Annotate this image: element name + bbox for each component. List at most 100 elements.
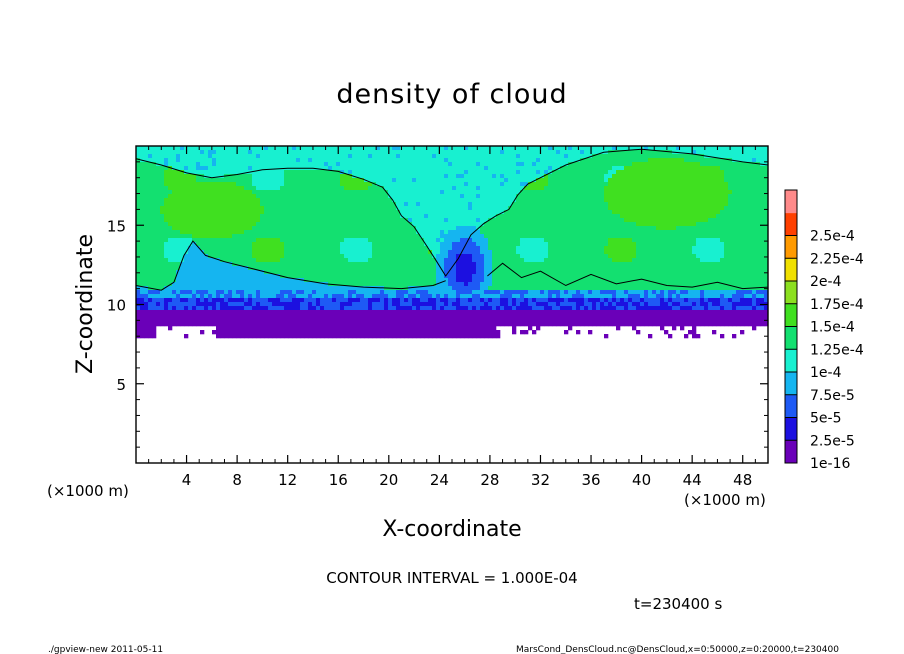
density-cell [188,310,193,327]
density-cell [444,146,449,151]
colorbar-label: 1.25e-4 [810,342,864,358]
density-cell [372,298,377,303]
density-cell [644,226,649,291]
density-cell [256,310,261,339]
density-cell [148,310,153,339]
density-cell [416,202,421,207]
density-cell [684,290,689,295]
density-cell [376,286,381,295]
density-cell [668,158,673,231]
density-cell [744,294,749,299]
density-cell [672,306,677,311]
density-cell [496,294,501,299]
density-cell [672,298,677,303]
density-cell [604,298,609,303]
density-cell [708,302,713,311]
density-cell [140,162,145,287]
density-cell [444,158,449,163]
density-cell [272,238,277,263]
density-cell [756,306,761,311]
density-cell [504,298,509,311]
density-cell [364,286,369,299]
density-cell [196,238,201,247]
density-cell [640,298,645,303]
density-cell [184,302,189,307]
density-cell [532,262,537,291]
density-cell [296,162,301,171]
density-cell [608,290,613,295]
density-cell [212,150,217,155]
density-cell [304,298,309,311]
density-cell [316,306,321,311]
density-cell [736,310,741,327]
density-cell [708,298,713,303]
density-cell [424,302,429,307]
density-cell [392,306,397,311]
density-cell [712,290,717,299]
density-cell [520,190,525,239]
density-cell [712,218,717,239]
density-cell [456,178,461,227]
density-cell [604,310,609,327]
density-cell [640,306,645,311]
density-cell [724,158,729,183]
density-cell [188,238,193,247]
density-cell [244,146,249,175]
density-cell [160,166,165,207]
density-cell [328,166,333,171]
density-cell [184,234,189,239]
density-cell [592,154,597,291]
density-cell [460,294,465,299]
colorbar-swatch [785,190,797,214]
density-cell [336,310,341,339]
density-cell [588,302,593,311]
density-cell [156,310,161,327]
density-cell [532,330,537,335]
density-cell [496,306,501,311]
density-cell [488,310,493,339]
density-cell [196,306,201,311]
density-cell [184,306,189,311]
density-cell [556,290,561,299]
density-cell [560,290,565,299]
density-cell [568,290,573,299]
density-cell [712,166,717,219]
density-cell [516,306,521,311]
density-cell [136,290,141,299]
density-cell [336,294,341,311]
colorbar-label: 2.25e-4 [810,251,864,267]
density-cell [700,262,705,291]
density-cell [528,146,533,183]
density-cell [636,226,641,291]
density-cell [648,290,653,299]
density-cell [748,306,753,311]
density-cell [612,302,617,307]
density-cell [560,310,565,327]
colorbar-swatch [785,440,797,464]
density-cell [604,246,609,255]
density-cell [412,178,417,183]
density-cell [184,310,189,327]
density-cell [324,166,329,171]
density-cell [636,294,641,303]
density-cell [760,166,765,291]
density-cell [740,310,745,327]
density-cell [456,146,461,175]
density-cell [564,298,569,307]
density-cell [520,182,525,187]
density-cell [188,294,193,299]
density-cell [384,294,389,299]
density-cell [452,310,457,339]
density-cell [332,298,337,303]
density-cell [216,178,221,183]
density-cell [616,238,621,263]
density-cell [500,174,505,179]
density-cell [484,170,489,223]
density-cell [392,178,397,183]
density-cell [668,302,673,307]
density-cell [432,258,437,287]
density-cell [352,310,357,339]
density-cell [464,170,469,175]
density-cell [576,146,581,163]
density-cell [248,310,253,339]
